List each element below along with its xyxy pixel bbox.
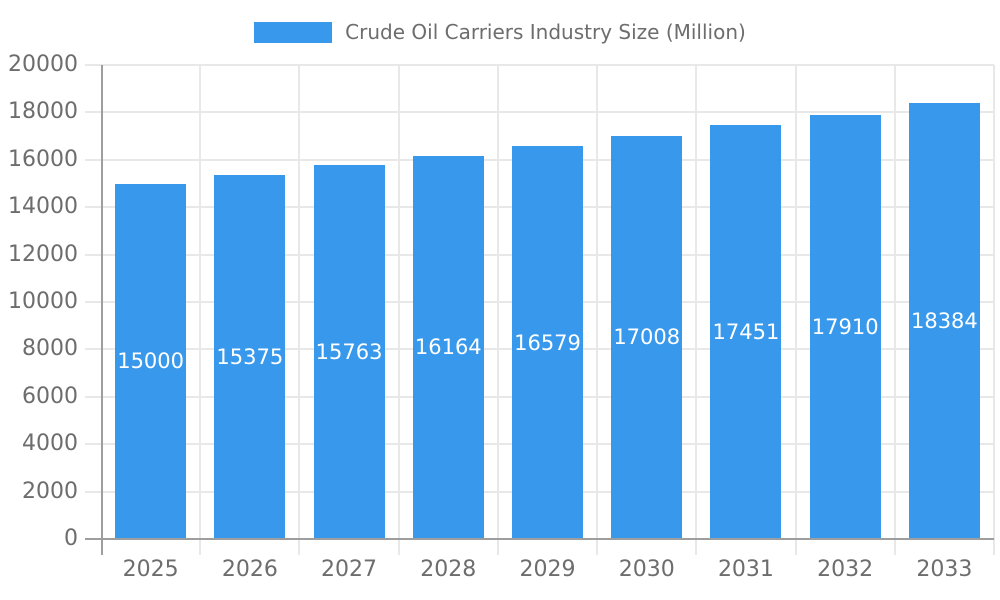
y-axis-tick-label: 16000 [8,146,78,172]
y-axis-tick-label: 10000 [8,289,78,314]
x-axis-tick-label: 2026 [221,557,278,582]
y-axis-tick-label: 6000 [22,383,78,409]
x-axis-tick-label: 2029 [519,557,576,582]
x-axis-tick-label: 2032 [817,557,874,582]
legend[interactable]: Crude Oil Carriers Industry Size (Millio… [0,20,1000,44]
y-axis-tick-label: 18000 [8,99,78,125]
y-axis-tick-label: 0 [64,526,78,551]
x-axis-tick-label: 2031 [717,557,774,582]
x-gridline [496,65,499,555]
x-gridline [199,65,202,555]
bar-2033[interactable]: 18384 [908,103,980,539]
x-axis-tick-label: 2027 [321,557,378,582]
y-axis-tick-label: 20000 [8,52,78,77]
y-gridline [85,111,994,114]
bar-value-label: 18384 [910,309,978,334]
bar-value-label: 15000 [117,349,185,374]
x-axis-tick-label: 2033 [916,557,973,582]
plot-area: 0 2000 4000 6000 8000 10000 12000 14000 16000 180… [8,52,995,582]
x-axis-baseline [85,538,994,540]
y-axis-tick-label: 14000 [8,194,78,220]
bar-2027[interactable]: 15763 [313,165,385,539]
y-axis-tick-label: 4000 [22,431,78,457]
bar-2030[interactable]: 17008 [611,135,683,539]
bar-value-label: 16164 [414,335,482,360]
bar-2026[interactable]: 15375 [214,174,286,539]
y-axis-tick-label: 8000 [22,336,78,362]
y-axis-tick-label: 2000 [22,478,78,504]
bar-value-label: 16579 [514,330,581,355]
y-gridline [85,64,994,66]
y-axis-line [101,65,103,555]
x-gridline [397,65,400,555]
bar-2028[interactable]: 16164 [412,155,484,539]
bar-2032[interactable]: 17910 [809,114,881,539]
y-axis-tick-label: 12000 [8,241,78,267]
x-gridline [993,65,995,555]
bar-value-label: 17451 [712,320,780,345]
legend-label: Crude Oil Carriers Industry Size (Millio… [345,20,746,44]
x-axis-tick-label: 2025 [122,557,179,582]
x-gridline [794,65,797,555]
bar-value-label: 17910 [811,314,879,339]
x-gridline [596,65,599,555]
x-gridline [893,65,896,555]
bar-value-label: 15763 [315,340,383,365]
bar-value-label: 15375 [216,344,284,369]
bar-2031[interactable]: 17451 [710,125,782,539]
bar-value-label: 17008 [613,325,681,350]
x-gridline [695,65,698,555]
x-gridline [298,65,301,555]
bar-2025[interactable]: 15000 [115,183,187,539]
x-axis-tick-label: 2028 [420,557,477,582]
bar-2029[interactable]: 16579 [512,146,583,539]
x-axis-tick-label: 2030 [618,557,675,582]
legend-swatch[interactable] [254,21,333,43]
